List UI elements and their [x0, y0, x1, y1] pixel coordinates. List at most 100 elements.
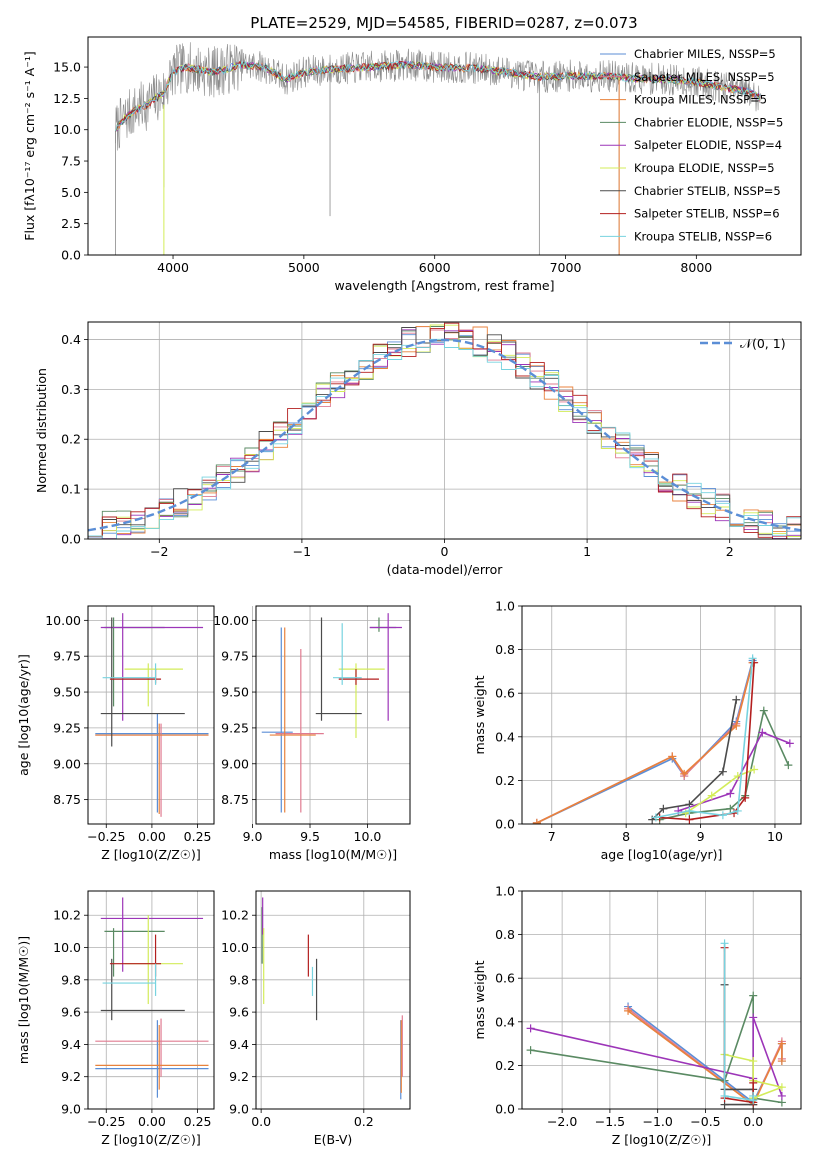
plot-area: [261, 897, 403, 1100]
y-tick-label: 1.0: [495, 599, 515, 614]
weight-marker: [749, 1078, 758, 1087]
x-tick-label: 0: [441, 544, 449, 559]
y-tick-label: 9.4: [61, 1037, 81, 1052]
axes-frame: [521, 890, 802, 1110]
weight-series-7: [723, 947, 754, 1104]
weight-series-4: [677, 731, 791, 812]
y-tick-label: 9.00: [53, 756, 81, 771]
y-tick-label: 10.0: [53, 940, 81, 955]
x-tick-label: 5000: [288, 260, 320, 275]
y-axis-label: mass [log10(M/M☉)]: [16, 936, 31, 1064]
x-tick-label: 9: [697, 829, 705, 844]
y-tick-label: 0.6: [495, 971, 515, 986]
weight-series-3: [659, 708, 790, 821]
weight-marker: [659, 804, 668, 813]
x-tick-label: 4000: [157, 260, 189, 275]
y-tick-label: 0.2: [495, 1058, 515, 1073]
y-tick-label: 9.6: [61, 1005, 81, 1020]
model-spectrum-8: [115, 60, 761, 132]
weight-marker: [726, 804, 735, 813]
plot-area: [95, 897, 209, 1098]
plot-area: [532, 654, 794, 824]
weight-marker: [777, 1091, 786, 1100]
x-tick-label: 0.0: [743, 1114, 763, 1129]
weight-marker: [668, 752, 677, 761]
panel-weight_vs_age: 7 8 9 10 0.0 0.2 0.4 0.6 0.8 1.0 age [log10(age/yr…: [472, 599, 802, 862]
panel-age_vs_Z: −0.25 0.00 0.25 8.75 9.00 9.25 9.50 9.75 10.00 Z …: [16, 605, 215, 862]
legend-entry: 𝒩(0, 1): [740, 336, 786, 351]
y-tick-label: 12.5: [53, 91, 81, 106]
x-tick-label: −0.25: [87, 829, 125, 844]
y-tick-label: 0.0: [495, 817, 515, 832]
weight-marker: [759, 706, 768, 715]
x-tick-label: 8: [622, 829, 630, 844]
x-tick-label: 7000: [550, 260, 582, 275]
y-tick-label: 0.4: [61, 332, 81, 347]
x-tick-label: 0.00: [138, 829, 166, 844]
spectrum-legend: Chabrier MILES, NSSP=5 Salpeter MILES, NS…: [600, 47, 783, 243]
y-tick-label: 10.2: [53, 908, 81, 923]
y-tick-label: 5.0: [61, 185, 81, 200]
y-tick-label: 10.2: [221, 908, 249, 923]
x-tick-label: 0.25: [184, 1114, 212, 1129]
weight-marker: [707, 791, 716, 800]
weight-marker: [732, 695, 741, 704]
x-tick-label: 2: [726, 544, 734, 559]
axes-frame: [255, 605, 411, 825]
plot-area: [526, 939, 786, 1109]
weight-marker: [526, 1024, 535, 1033]
weight-marker: [758, 728, 767, 737]
y-tick-label: 9.0: [229, 1102, 249, 1117]
y-tick-label: 0.3: [61, 382, 81, 397]
y-tick-label: 15.0: [53, 60, 81, 75]
x-tick-label: 8000: [680, 260, 712, 275]
histogram-6: [88, 327, 801, 537]
plot-area: [88, 322, 801, 539]
y-tick-label: 0.8: [495, 927, 515, 942]
y-tick-label: 9.6: [229, 1005, 249, 1020]
weight-marker: [726, 789, 735, 798]
legend-entry: Kroupa MILES, NSSP=5: [634, 93, 767, 107]
x-tick-label: 0.25: [184, 829, 212, 844]
panel-residuals: −2 −1 0 1 2 0.0 0.1 0.2 0.3 0.4 (data-model)/error…: [34, 321, 802, 577]
y-tick-label: 7.5: [61, 154, 81, 169]
weight-marker: [777, 1039, 786, 1048]
y-tick-label: 0.0: [61, 248, 81, 263]
x-axis-label: age [log10(age/yr)]: [601, 847, 723, 862]
weight-series-5: [685, 768, 755, 814]
y-tick-label: 0.6: [495, 686, 515, 701]
weight-marker: [720, 1091, 729, 1100]
plot-area: [261, 613, 402, 813]
y-tick-label: 9.2: [229, 1069, 249, 1084]
y-tick-label: 9.25: [53, 720, 81, 735]
weight-marker: [624, 1006, 633, 1015]
weight-marker: [718, 767, 727, 776]
figure-title: PLATE=2529, MJD=54585, FIBERID=0287, z=0…: [250, 14, 637, 32]
legend-entry: Chabrier MILES, NSSP=5: [634, 47, 776, 61]
plot-area: [115, 42, 763, 255]
x-tick-label: 0.0: [251, 1114, 271, 1129]
panel-mass_vs_ebv: 0.0 0.2 9.0 9.2 9.4 9.6 9.8 10.0 10.2 E(B-V): [221, 890, 411, 1147]
y-tick-label: 0.0: [61, 532, 81, 547]
x-tick-label: 9.0: [243, 829, 263, 844]
y-tick-label: 10.0: [221, 940, 249, 955]
y-tick-label: 0.2: [61, 432, 81, 447]
histogram-8: [88, 338, 801, 539]
x-tick-label: 9.5: [300, 829, 320, 844]
y-tick-label: 10.00: [213, 613, 249, 628]
x-tick-label: −1: [293, 544, 311, 559]
x-tick-label: −0.25: [87, 1114, 125, 1129]
y-axis-label: Normed distribution: [34, 368, 49, 493]
weight-series-1: [536, 662, 754, 824]
weight-marker: [777, 1057, 786, 1066]
axes-frame: [87, 36, 802, 256]
weight-marker: [741, 793, 750, 802]
y-axis-label: Flux [fλ10⁻¹⁷ erg cm⁻² s⁻¹ A⁻¹]: [22, 51, 37, 240]
weight-series-2: [627, 1010, 783, 1106]
weight-marker: [750, 765, 759, 774]
weight-series-3: [530, 995, 783, 1104]
legend-entry: Salpeter ELODIE, NSSP=4: [634, 138, 782, 152]
weight-marker: [526, 1046, 535, 1055]
weight-marker: [749, 1057, 758, 1066]
